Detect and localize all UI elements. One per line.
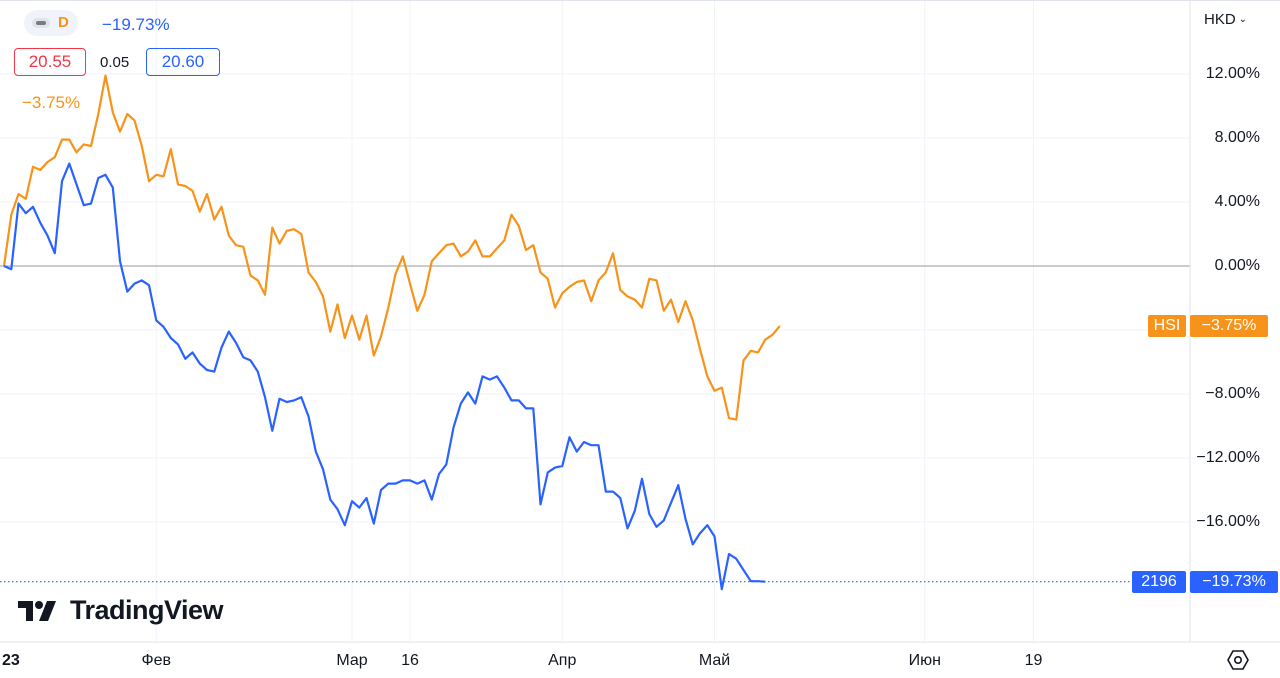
grid: [0, 0, 1190, 642]
x-tick-label: Мар: [336, 652, 368, 669]
series-layer: [0, 74, 1132, 591]
y-tick-label: 4.00%: [1214, 193, 1260, 210]
legend-main-change: −19.73%: [102, 15, 170, 34]
hsi-price-tag-value: −3.75%: [1190, 315, 1268, 337]
main-price-tag-value: −19.73%: [1190, 570, 1278, 593]
x-tick-label: 19: [1024, 652, 1043, 669]
chevron-down-icon: ⌄: [1238, 14, 1248, 25]
tradingview-logo-icon: [18, 600, 56, 621]
sell-price-button[interactable]: 20.55: [14, 48, 86, 76]
y-tick-label: −16.00%: [1196, 513, 1260, 530]
y-tick-label: 0.00%: [1214, 257, 1260, 274]
settings-gear-icon[interactable]: [1226, 648, 1250, 672]
tradingview-logo[interactable]: TradingView: [18, 595, 224, 626]
currency-label: HKD: [1204, 11, 1236, 28]
x-tick-label: Апр: [548, 652, 577, 669]
x-tick-label: Май: [698, 652, 731, 669]
x-tick-label: Фев: [141, 652, 172, 669]
y-tick-label: −8.00%: [1205, 385, 1260, 402]
y-tick-label: 12.00%: [1205, 65, 1260, 82]
currency-selector[interactable]: HKD ⌄: [1204, 11, 1247, 28]
hsi-price-tag-label: HSI: [1148, 315, 1186, 337]
main-price-tag-label: 2196: [1132, 570, 1186, 593]
toggle-icon[interactable]: [32, 18, 50, 28]
series-line-main: [3, 162, 766, 591]
logo-text: TradingView: [70, 595, 224, 625]
spread-value: 0.05: [100, 54, 130, 71]
x-tick-label: 16: [401, 652, 419, 669]
interval-label[interactable]: D: [58, 14, 69, 31]
buy-price-button[interactable]: 20.60: [146, 48, 220, 76]
y-tick-label: 8.00%: [1214, 129, 1260, 146]
y-tick-label: −12.00%: [1196, 449, 1260, 466]
series-line-hsi: [2, 74, 781, 421]
x-tick-label: 23: [2, 652, 20, 669]
legend-hsi-change: −3.75%: [22, 93, 81, 112]
interval-pill[interactable]: D: [24, 10, 78, 36]
x-tick-label: Июн: [908, 652, 941, 669]
